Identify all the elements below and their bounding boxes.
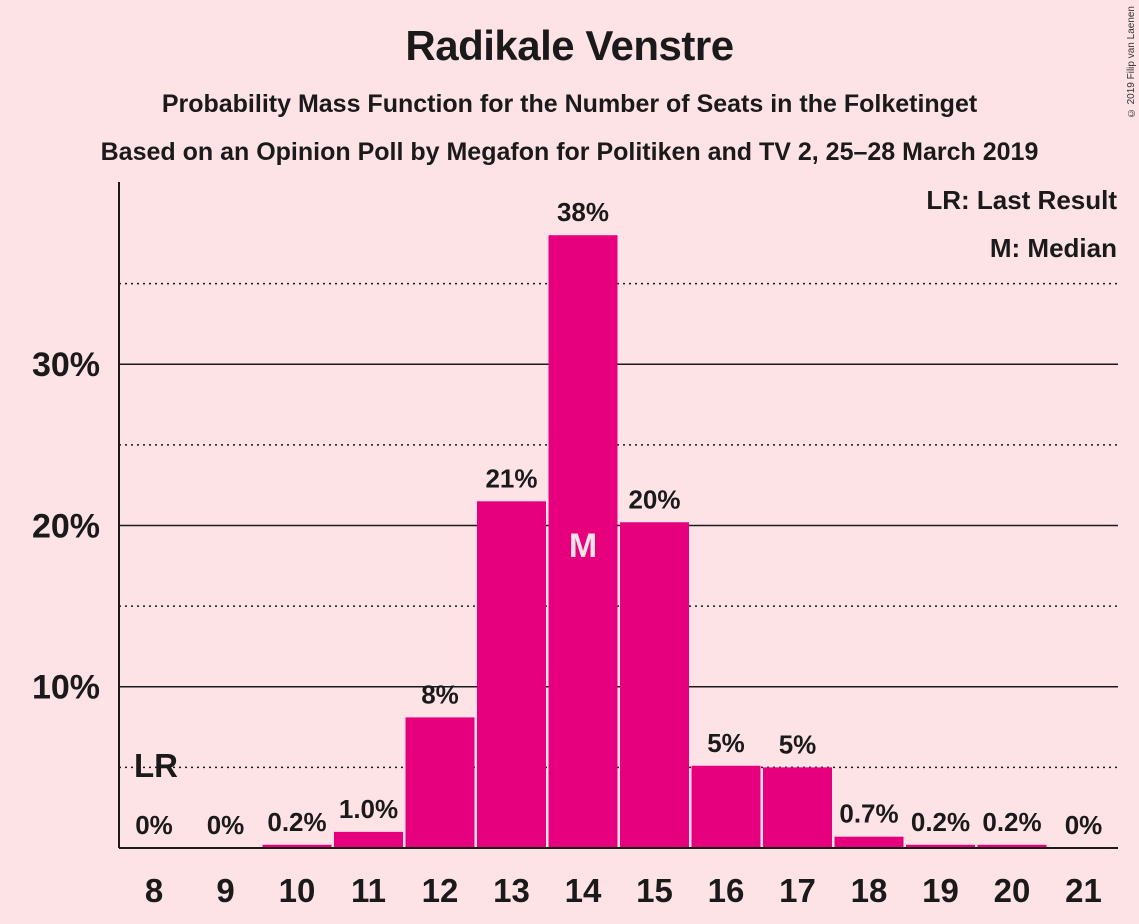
data-label: 1.0% [339, 794, 398, 824]
median-marker: M [569, 527, 597, 565]
x-tick-label: 16 [708, 872, 745, 909]
y-tick-label: 10% [32, 669, 100, 707]
x-tick-label: 21 [1065, 872, 1102, 909]
data-label: 20% [628, 484, 680, 514]
bar-seat-15 [620, 522, 689, 848]
bar-seat-19 [906, 844, 975, 848]
bar-seat-18 [834, 836, 904, 848]
chart-subtitle: Probability Mass Function for the Number… [161, 90, 978, 118]
chart-title: Radikale Venstre [405, 22, 734, 69]
legend-last-result: LR: Last Result [926, 185, 1117, 215]
y-tick-label: 30% [32, 346, 100, 384]
data-label: 0% [135, 810, 173, 840]
data-label: 0% [1065, 810, 1103, 840]
x-tick-label: 20 [994, 872, 1031, 909]
data-label: 5% [707, 728, 745, 758]
data-label: 5% [779, 729, 817, 759]
data-label: 0.7% [839, 799, 898, 829]
x-tick-label: 8 [145, 872, 163, 909]
x-tick-label: 14 [565, 872, 602, 909]
last-result-marker: LR [134, 747, 178, 784]
x-tick-label: 13 [493, 872, 530, 909]
bar-seat-12 [405, 717, 475, 848]
bar-seat-17 [763, 767, 832, 848]
x-tick-label: 9 [216, 872, 234, 909]
x-tick-label: 17 [779, 872, 816, 909]
axes [118, 182, 1118, 849]
bar-seat-10 [262, 844, 332, 848]
x-tick-label: 12 [422, 872, 459, 909]
y-tick-label: 20% [32, 507, 100, 545]
x-tick-label: 11 [351, 872, 386, 909]
data-label: 0.2% [267, 807, 326, 837]
bar-seat-13 [477, 501, 546, 848]
x-tick-label: 18 [851, 872, 888, 909]
x-tick-label: 19 [922, 872, 959, 909]
legend-median: M: Median [990, 233, 1117, 263]
labels: 10% 20% 30% 0% 8 0% 9 0.2% 10 1.0% 11 8% 12 21% 13 38% 1… [32, 197, 1102, 909]
chart-source-line: Based on an Opinion Poll by Megafon for … [100, 138, 1039, 166]
data-label: 38% [557, 197, 609, 227]
bars [119, 235, 1118, 848]
bar-seat-20 [977, 844, 1047, 848]
gridlines [119, 282, 1118, 769]
bar-seat-14 [548, 235, 618, 848]
x-tick-label: 15 [636, 872, 673, 909]
data-label: 0.2% [982, 807, 1041, 837]
data-label: 0% [207, 810, 245, 840]
x-tick-label: 10 [279, 872, 316, 909]
bar-seat-11 [334, 831, 403, 848]
data-label: 8% [421, 679, 459, 709]
data-label: 0.2% [911, 807, 970, 837]
data-label: 21% [485, 463, 537, 493]
bar-seat-16 [691, 765, 761, 848]
